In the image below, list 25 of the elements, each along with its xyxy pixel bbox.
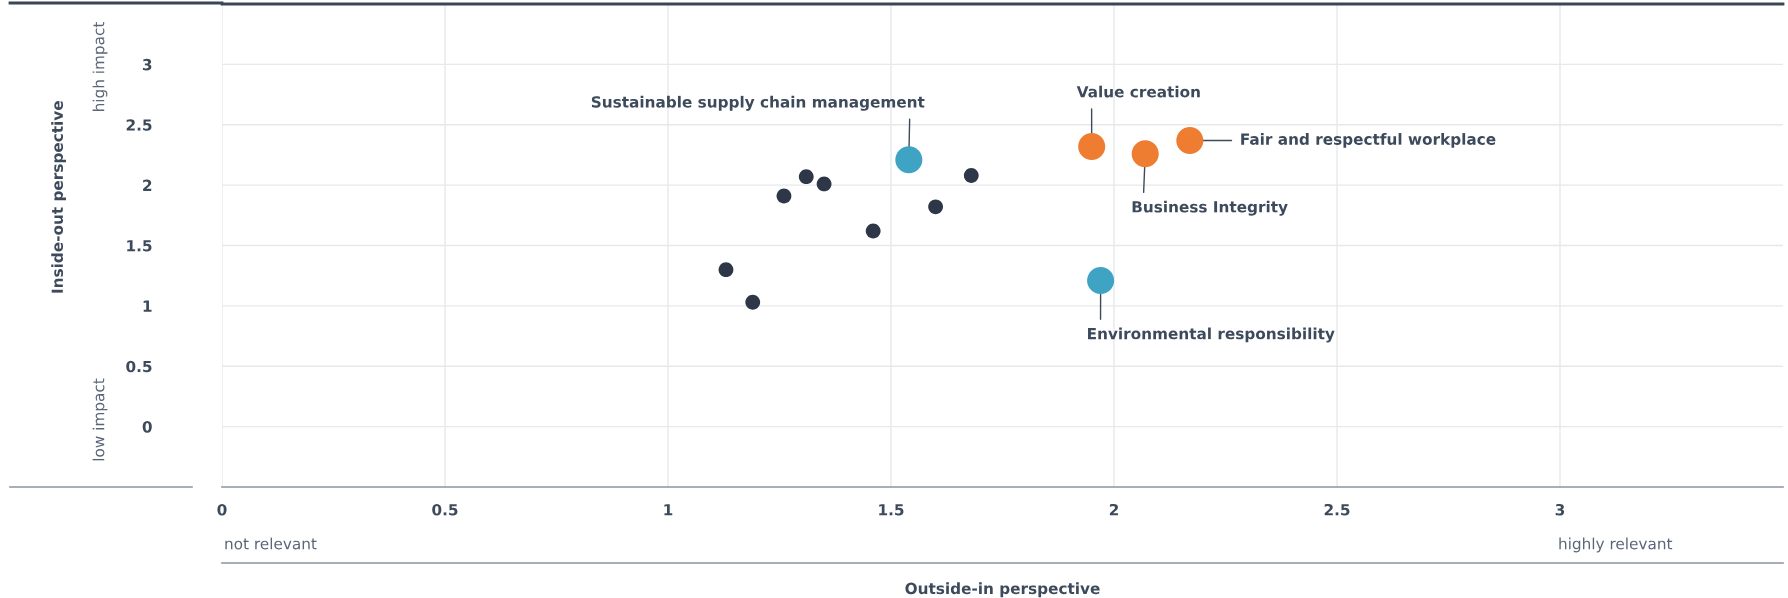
x-tick-label: 2 xyxy=(1109,503,1118,516)
annotation: Environmental responsibility xyxy=(1088,327,1335,343)
text: high impact xyxy=(92,21,108,111)
x-tick-label: 1.5 xyxy=(879,504,904,516)
text: low impact xyxy=(92,378,108,461)
y-tick-label: 2.5 xyxy=(126,119,152,131)
text: highly relevant xyxy=(1559,537,1673,553)
y-tick-label: 1.5 xyxy=(127,240,152,252)
annotation: Sustainable supply chain management xyxy=(591,95,925,111)
y-tick-label: 0.5 xyxy=(126,360,152,373)
y-tick-label: 0 xyxy=(142,421,152,433)
x-axis-title: Outside-in perspective xyxy=(905,582,1100,598)
y-tick-label: 1 xyxy=(143,300,152,312)
x-tick-label: 1 xyxy=(664,504,673,516)
annotation: Business Integrity xyxy=(1132,200,1288,216)
y-tick-label: 2 xyxy=(143,179,152,191)
text: not relevant xyxy=(225,537,317,550)
y-axis-title: Inside-out perspective xyxy=(51,101,66,293)
x-tick-label: 3 xyxy=(1555,503,1565,516)
x-tick-label: 0 xyxy=(217,503,227,516)
x-tick-label: 2.5 xyxy=(1324,503,1350,516)
y-tick-label: 3 xyxy=(142,58,152,71)
x-tick-label: 0.5 xyxy=(432,503,458,516)
annotation: Fair and respectful workplace xyxy=(1241,133,1496,148)
annotation: Value creation xyxy=(1076,85,1200,98)
